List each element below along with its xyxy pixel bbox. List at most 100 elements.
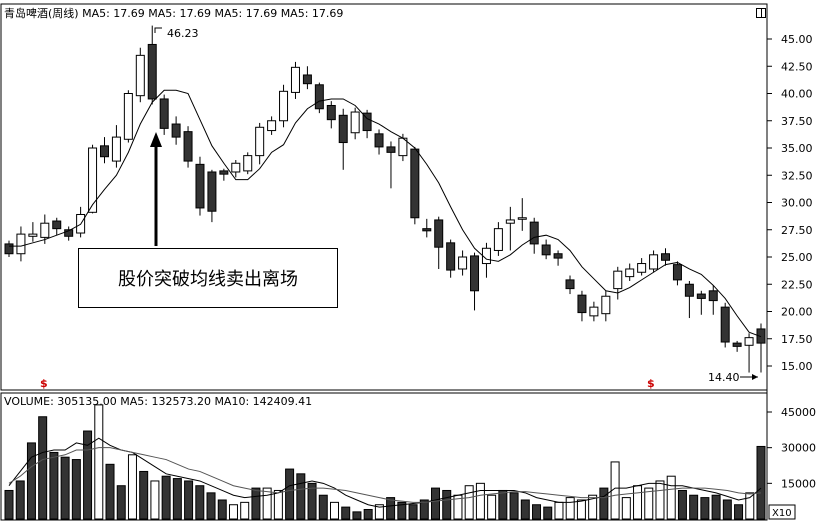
price-tick-label: 22.50 [781,278,813,291]
volume-bar-down [184,480,194,520]
volume-bar-up [94,404,104,520]
candle-down [565,279,575,290]
volume-bar-down [431,487,441,520]
volume-bar-up [127,454,137,520]
price-tick-label: 15.00 [781,360,813,373]
callout-arrow-head [150,132,162,147]
candle-down [756,328,766,344]
candle-down [732,342,742,347]
candle-up [111,136,121,162]
volume-bar-down [296,473,306,520]
volume-bar-up [576,499,586,520]
candle-down [374,133,384,148]
volume-bar-down [341,506,351,520]
candle-up [267,120,277,132]
window-toggle-icon[interactable] [756,8,766,18]
volume-bar-down [756,445,766,520]
candle-down [386,146,396,153]
volume-bar-down [677,489,687,520]
volume-bar-down [599,487,609,520]
volume-header: VOLUME: 305135.00 MA5: 132573.20 MA10: 1… [4,395,312,408]
volume-bar-down [408,504,418,520]
candle-down [410,148,420,219]
candle-down [159,98,169,129]
volume-bar-down [15,480,25,520]
volume-bar-down [26,442,36,520]
candle-up [123,93,133,140]
price-tick-label: 17.50 [781,333,813,346]
price-tick-label: 35.00 [781,142,813,155]
volume-bar-up [565,497,575,520]
price-tick-label: 25.00 [781,251,813,264]
candle-up [517,217,527,220]
low-label: 14.40 [708,371,740,384]
volume-bar-down [543,506,553,520]
volume-bar-up [621,497,631,520]
candle-down [171,123,181,138]
candle-down [207,171,217,212]
volume-tick-label: 30000 [781,442,816,455]
candle-down [541,244,551,256]
high-pointer [154,27,162,33]
candle-down [99,145,109,158]
volume-bar-down [700,497,710,520]
marker-left: $ [40,377,48,390]
candle-up [40,222,50,238]
candle-down [684,283,694,297]
candle-up [613,270,623,290]
price-tick-label: 27.50 [781,224,813,237]
volume-bar-down [386,497,396,520]
price-tick-label: 30.00 [781,197,813,210]
candle-up [505,219,515,224]
candle-up [637,263,647,273]
volume-bar-down [172,478,182,520]
candle-down [696,293,706,299]
volume-axis: 45000 30000 15000 [767,406,816,490]
volume-bar-down [363,508,373,520]
price-header: 青岛啤酒(周线) MA5: 17.69 MA5: 17.69 MA5: 17.6… [4,6,343,20]
volume-bar-up [262,487,272,520]
candle-up [255,126,265,157]
volume-bar-down [711,494,721,520]
volume-bar-down [520,499,530,520]
candle-up [601,295,611,315]
candle-down [434,219,444,248]
candle-up [135,54,145,97]
volume-tick-label: 15000 [781,477,816,490]
volume-bar-up [666,475,676,520]
volume-bar-up [745,492,755,520]
candle-up [279,90,289,122]
volume-bar-up [240,501,250,520]
volume-bar-down [71,459,81,520]
volume-bar-down [532,504,542,520]
candle-up [16,233,26,255]
volume-bar-down [419,499,429,520]
volume-bar-down [734,504,744,520]
price-panel-frame [0,3,768,391]
candle-down [52,220,62,230]
volume-bar-down [397,501,407,520]
candle-down [362,112,372,132]
marker-right: $ [647,377,655,390]
volume-tick-label: 45000 [781,406,816,419]
volume-bar-down [116,485,126,520]
candlesticks [4,25,766,373]
candle-down [219,170,229,175]
volume-bar-up [374,504,384,520]
volume-ma5-line [8,437,762,508]
candle-up [744,337,754,346]
volume-bar-down [206,492,216,520]
volume-bar-down [509,492,519,520]
candle-down [672,264,682,281]
price-tick-label: 40.00 [781,88,813,101]
price-tick-label: 42.50 [781,60,813,73]
volume-bar-down [105,463,115,520]
volume-ma-lines [8,437,762,508]
volume-bar-up [475,482,485,520]
candle-up [350,111,360,134]
candle-up [290,66,300,93]
volume-bar-up [588,494,598,520]
volume-bar-down [195,485,205,520]
volume-bar-up [644,487,654,520]
